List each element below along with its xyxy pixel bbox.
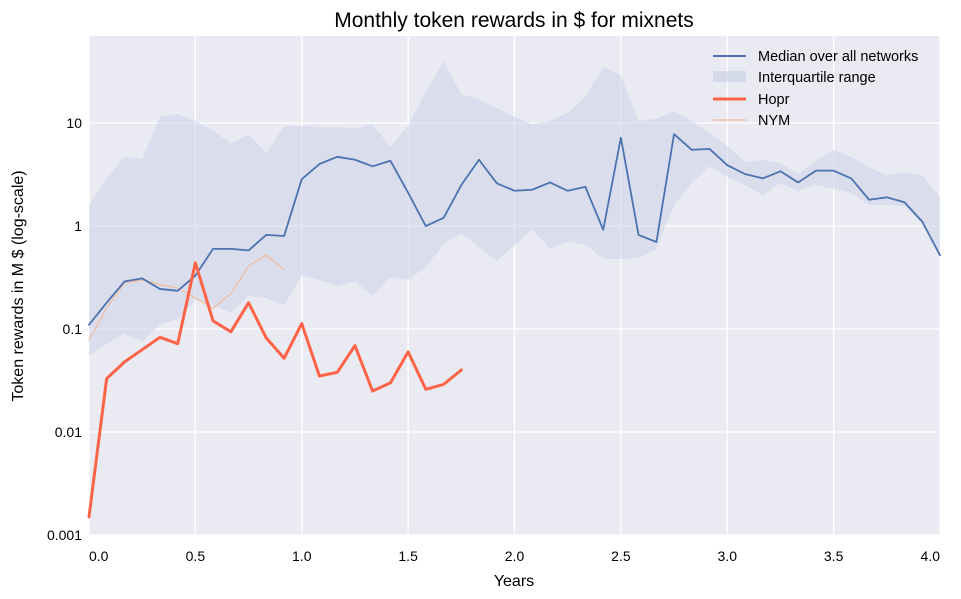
- median-line: [88, 133, 941, 326]
- chart-title: Monthly token rewards in $ for mixnets: [334, 9, 693, 32]
- y-tick-label: 0.01: [55, 424, 82, 440]
- x-tick-label: 2.0: [505, 548, 525, 564]
- legend-label-nym: NYM: [758, 113, 790, 129]
- interquartile-range-band: [89, 61, 940, 356]
- x-axis-label: Years: [494, 573, 534, 590]
- x-tick-label: 3.5: [824, 548, 844, 564]
- legend-label-iqr: Interquartile range: [758, 70, 876, 86]
- y-tick-label: 1: [74, 218, 82, 234]
- x-tick-label: 1.0: [292, 548, 312, 564]
- series-layer: [87, 61, 941, 519]
- nym-line: [88, 254, 285, 341]
- hopr-line: [87, 261, 463, 519]
- x-tick-label: 0.5: [186, 548, 206, 564]
- legend-label-hopr: Hopr: [758, 92, 790, 108]
- legend-label-median: Median over all networks: [758, 49, 918, 65]
- y-tick-label: 0.001: [47, 527, 82, 543]
- legend-swatch-iqr: [713, 71, 746, 82]
- x-tick-label: 3.0: [718, 548, 738, 564]
- y-tick-label: 10: [66, 115, 82, 131]
- y-tick-label: 0.1: [63, 321, 83, 337]
- x-tick-label: 0.0: [89, 548, 109, 564]
- x-tick-label: 2.5: [611, 548, 631, 564]
- y-axis-label: Token rewards in M $ (log-scale): [10, 170, 27, 401]
- x-tick-label: 4.0: [921, 548, 941, 564]
- x-tick-label: 1.5: [398, 548, 418, 564]
- legend: Median over all networks Interquartile r…: [713, 49, 918, 129]
- tick-labels: 0.0 0.5 1.0 1.5 2.0 2.5 3.0 3.5 4.0 0.001 0.01 0.1 1…: [47, 115, 940, 564]
